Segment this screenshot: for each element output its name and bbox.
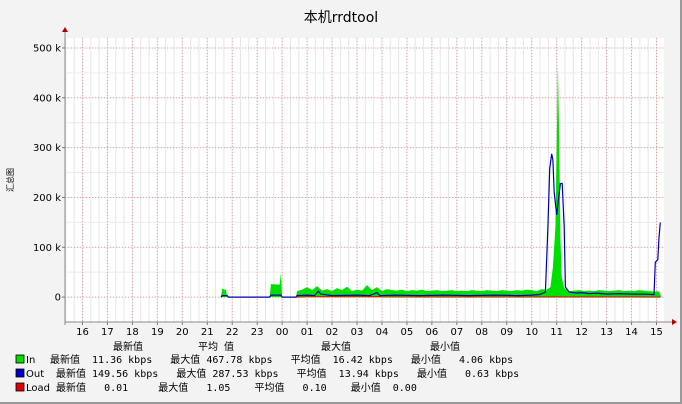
y-tick-label: 500 k [33,43,61,54]
x-tick-label: 01 [301,327,314,338]
x-tick-label: 20 [176,327,189,338]
x-tick-label: 19 [151,327,164,338]
y-tick-label: 100 k [33,243,61,254]
y-tick-label: 0 [55,293,61,304]
legend-swatch-out [15,368,25,378]
x-tick-label: 11 [550,327,563,338]
x-tick-label: 05 [401,327,414,338]
x-tick-label: 23 [251,327,264,338]
legend-swatch-in [15,354,25,364]
plot-area [65,38,664,322]
x-tick-label: 22 [226,327,239,338]
y-tick-label: 300 k [33,143,61,154]
x-tick-label: 13 [600,327,613,338]
x-tick-label: 12 [575,327,588,338]
series-line-out [220,153,661,298]
series-layer [220,63,662,298]
legend-values: 最新值 149.56 kbps 最大值 287.53 kbps 平均值 13.9… [50,367,519,380]
legend-series-name: Out [26,369,44,380]
legend-column-header: 最新值 [113,340,143,353]
x-tick-label: 15 [650,327,663,338]
x-tick-label: 08 [475,327,488,338]
y-tick-label: 400 k [33,93,61,104]
x-tick-label: 02 [326,327,339,338]
y-tick-labels: 0 100 k 200 k 300 k 400 k 500 k [33,43,61,303]
legend-column-header: 最大值 [321,340,351,353]
x-axis-arrow [672,319,677,325]
legend-values: 最新值 11.36 kbps 最大值 467.78 kbps 平均值 16.42… [50,353,513,366]
x-tick-label: 06 [426,327,439,338]
x-tick-label: 10 [525,327,538,338]
x-tick-label: 18 [126,327,139,338]
x-tick-label: 16 [76,327,89,338]
x-tick-label: 17 [101,327,114,338]
legend-column-header: 最小值 [430,340,460,353]
x-tick-label: 00 [276,327,289,338]
y-axis-label: 汇总图 [5,168,15,192]
legend: In 最新值 11.36 kbps 最大值 467.78 kbps 平均值 16.… [15,353,519,394]
y-tick-label: 200 k [33,193,61,204]
legend-header: 最新值 平均 值 最大值 最小值 [113,340,460,353]
chart-title: 本机rrdtool [304,10,378,26]
legend-values: 最新值 0.01 最大值 1.05 平均值 0.10 最小值 0.00 [50,381,417,394]
y-axis-arrow [62,27,68,32]
legend-series-name: In [26,355,35,366]
x-tick-label: 04 [376,327,389,338]
legend-swatch-load [15,382,25,392]
x-tick-label: 09 [500,327,513,338]
x-tick-label: 14 [625,327,638,338]
x-tick-label: 21 [201,327,214,338]
axis-layer [62,27,677,325]
frame-shadow-right [680,0,682,404]
x-tick-label: 07 [450,327,463,338]
legend-series-name: Load [26,383,50,394]
legend-column-header: 平均 值 [198,340,234,353]
x-tick-label: 03 [351,327,364,338]
series-line-load [295,296,661,298]
x-tick-labels: 16 17 18 19 20 21 22 23 00 01 02 03 04 05 06 07 08 09 10 11… [76,327,663,338]
frame-shadow-bottom [0,402,682,404]
